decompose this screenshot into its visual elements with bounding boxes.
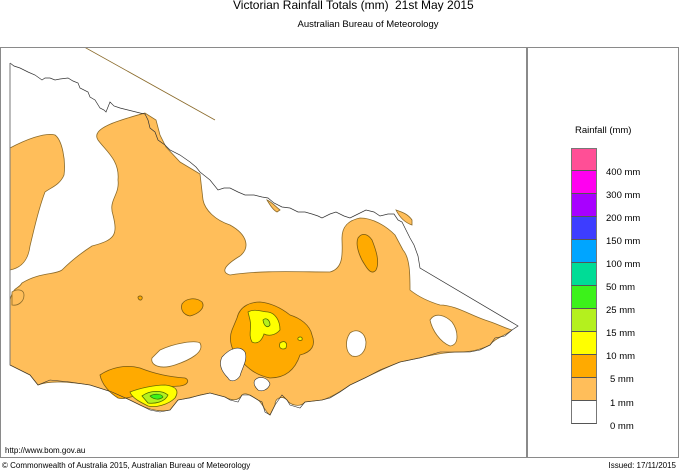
legend-label: 5 mm: [610, 374, 634, 385]
legend-swatch-100-150: [571, 240, 597, 263]
legend-swatch-15-25: [571, 309, 597, 332]
legend-swatch-5-10: [571, 355, 597, 378]
frame-divider: [526, 47, 528, 458]
bom-url: http://www.bom.gov.au: [5, 446, 86, 455]
legend-swatch-25-50: [571, 286, 597, 309]
legend-swatch-0-1: [571, 401, 597, 424]
map-title: Victorian Rainfall Totals (mm) 21st May …: [0, 0, 680, 14]
title-text: Victorian Rainfall Totals (mm): [233, 0, 389, 12]
legend-label: 1 mm: [610, 398, 634, 409]
legend-label: 300 mm: [606, 190, 641, 201]
victoria-rainfall-map: [9, 48, 519, 416]
legend-label: 15 mm: [606, 328, 636, 339]
legend-label: 50 mm: [606, 282, 636, 293]
western-port: [253, 377, 271, 392]
legend-swatch-50-100: [571, 263, 597, 286]
legend-label: 10 mm: [606, 351, 636, 362]
legend-swatch-10-15: [571, 332, 597, 355]
legend-swatch-200-300: [571, 194, 597, 217]
legend-label: 150 mm: [606, 236, 641, 247]
legend-label: 25 mm: [606, 305, 636, 316]
copyright-notice: © Commonwealth of Australia 2015, Austra…: [2, 461, 251, 470]
legend-label: 0 mm: [610, 421, 634, 432]
legend-color-bar: [571, 148, 597, 424]
legend-label: 100 mm: [606, 259, 641, 270]
legend-swatch-1-5: [571, 378, 597, 401]
legend-swatch-400-plus: [571, 148, 597, 171]
port-phillip-bay: [220, 347, 247, 382]
title-date: 21st May 2015: [395, 0, 474, 12]
coastline: [9, 329, 513, 416]
rain-region-25-50mm: [149, 393, 164, 400]
issued-date: Issued: 17/11/2015: [608, 461, 676, 470]
subtitle: Australian Bureau of Meteorology: [297, 19, 439, 30]
map-frame: [0, 47, 679, 458]
legend-swatch-300-400: [571, 171, 597, 194]
dry-region-under-1mm: [85, 48, 458, 368]
legend-label: 400 mm: [606, 167, 641, 178]
legend-swatch-150-200: [571, 217, 597, 240]
state-border: [9, 62, 519, 331]
legend-title: Rainfall (mm): [575, 125, 632, 136]
legend-label: 200 mm: [606, 213, 641, 224]
